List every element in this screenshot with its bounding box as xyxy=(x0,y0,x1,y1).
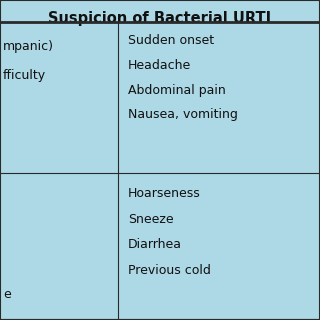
Text: Abdominal pain: Abdominal pain xyxy=(128,84,226,97)
Text: Sneeze: Sneeze xyxy=(128,213,174,226)
Text: mpanic): mpanic) xyxy=(3,40,54,53)
Text: Nausea, vomiting: Nausea, vomiting xyxy=(128,108,238,122)
Text: Diarrhea: Diarrhea xyxy=(128,238,182,252)
Text: Suspicion of Bacterial URTI: Suspicion of Bacterial URTI xyxy=(48,11,272,26)
Text: Previous cold: Previous cold xyxy=(128,264,211,277)
Text: fficulty: fficulty xyxy=(3,69,46,82)
Text: Hoarseness: Hoarseness xyxy=(128,187,201,200)
Text: e: e xyxy=(3,288,11,301)
Text: Sudden onset: Sudden onset xyxy=(128,34,214,47)
Text: Headache: Headache xyxy=(128,59,191,72)
